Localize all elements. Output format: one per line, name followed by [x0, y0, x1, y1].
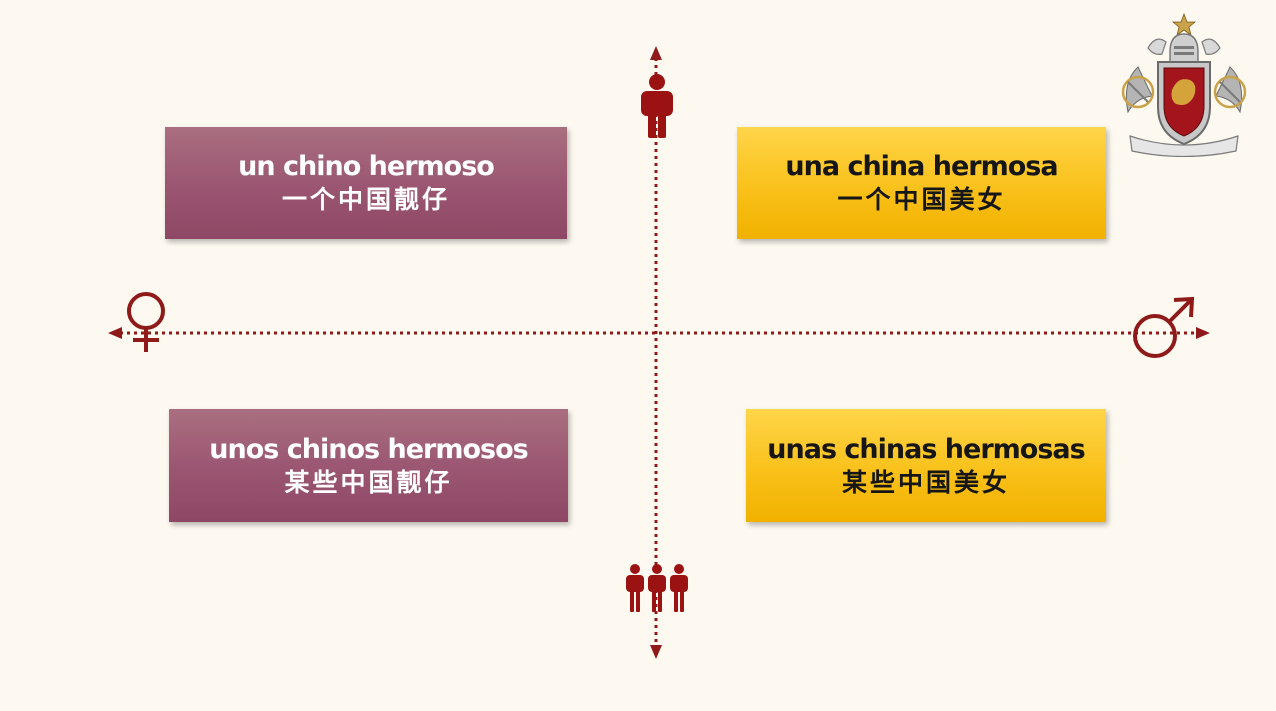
male-symbol-icon [1133, 296, 1195, 358]
card-chinese-text: 一个中国美女 [837, 185, 1006, 214]
top-arrowhead [650, 46, 662, 60]
card-spanish-text: unos chinos hermosos [209, 433, 528, 465]
card-un-chino-hermoso: un chino hermoso 一个中国靓仔 [165, 127, 567, 239]
card-spanish-text: una china hermosa [785, 151, 1058, 182]
right-arrowhead [1196, 327, 1210, 339]
card-unos-chinos-hermosos: unos chinos hermosos 某些中国靓仔 [169, 409, 568, 522]
card-unas-chinas-hermosas: unas chinas hermosas 某些中国美女 [746, 409, 1106, 522]
card-spanish-text: unas chinas hermosas [767, 433, 1085, 465]
left-arrowhead [108, 327, 122, 339]
crest-logo [1121, 12, 1247, 157]
card-chinese-text: 一个中国靓仔 [281, 185, 450, 214]
card-spanish-text: un chino hermoso [238, 151, 495, 182]
card-chinese-text: 某些中国靓仔 [284, 467, 453, 497]
card-una-china-hermosa: una china hermosa 一个中国美女 [737, 127, 1106, 239]
card-chinese-text: 某些中国美女 [841, 467, 1010, 497]
female-symbol-icon [127, 292, 165, 352]
bottom-arrowhead [650, 645, 662, 659]
single-person-icon [641, 74, 673, 138]
group-of-people-icon [626, 564, 688, 612]
